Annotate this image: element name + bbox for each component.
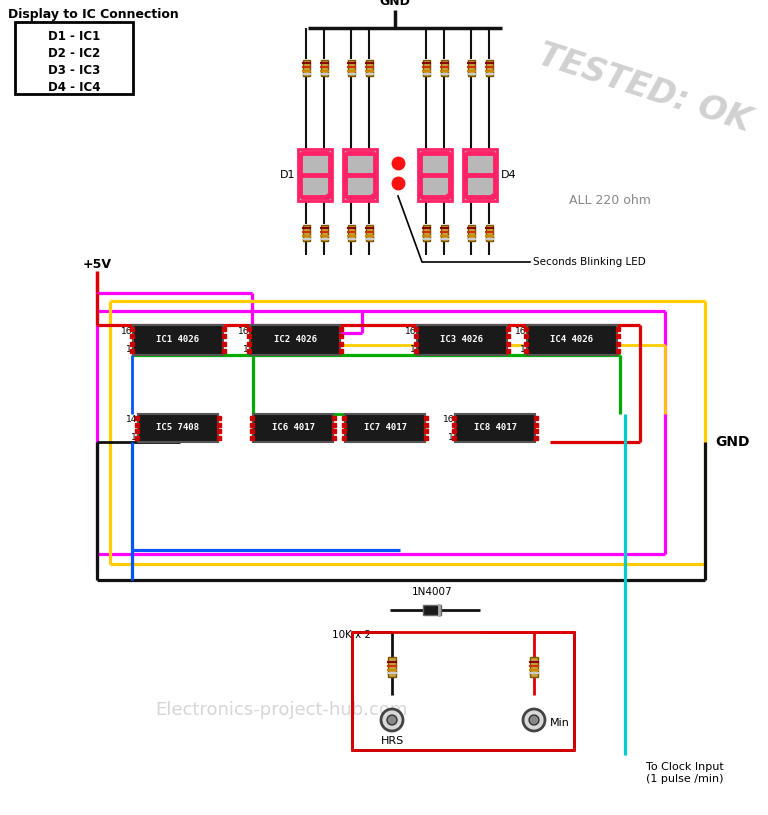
Text: D4: D4	[502, 170, 517, 180]
Text: TESTED: OK: TESTED: OK	[535, 38, 756, 138]
Circle shape	[387, 715, 397, 725]
Text: D2 - IC2: D2 - IC2	[48, 47, 100, 60]
Circle shape	[529, 715, 539, 725]
Text: D4 - IC4: D4 - IC4	[48, 81, 101, 94]
Bar	[485, 225, 492, 241]
Bar	[468, 225, 475, 241]
Bar	[320, 225, 327, 241]
Text: Min: Min	[550, 718, 570, 728]
Bar	[527, 325, 617, 355]
Text: 1: 1	[126, 345, 132, 354]
Text: 16: 16	[121, 327, 132, 336]
Bar	[366, 225, 372, 241]
Text: +5V: +5V	[82, 258, 111, 271]
Text: IC2 4026: IC2 4026	[273, 336, 316, 345]
Circle shape	[523, 709, 545, 731]
Bar	[343, 149, 377, 201]
Text: IC6 4017: IC6 4017	[272, 424, 315, 433]
Bar	[422, 225, 429, 241]
Bar	[345, 414, 425, 442]
Text: Display to IC Connection: Display to IC Connection	[8, 8, 179, 21]
Bar	[15, 22, 133, 94]
Bar	[463, 149, 497, 201]
Bar	[352, 632, 574, 750]
Text: 1: 1	[243, 345, 249, 354]
Text: D1 - IC1: D1 - IC1	[48, 30, 100, 43]
Text: HRS: HRS	[380, 736, 404, 746]
Text: IC4 4026: IC4 4026	[551, 336, 594, 345]
Text: 1N4007: 1N4007	[412, 587, 452, 597]
Bar	[138, 414, 218, 442]
Bar	[133, 325, 223, 355]
Bar	[347, 225, 355, 241]
Text: 16: 16	[515, 327, 526, 336]
Text: 1: 1	[131, 433, 137, 442]
Bar	[388, 657, 396, 677]
Bar	[441, 60, 448, 76]
Text: 16: 16	[442, 415, 454, 424]
Text: IC8 4017: IC8 4017	[474, 424, 517, 433]
Text: IC1 4026: IC1 4026	[157, 336, 200, 345]
Bar	[347, 60, 355, 76]
Bar	[298, 149, 332, 201]
Text: 16: 16	[237, 327, 249, 336]
Bar	[250, 325, 340, 355]
Bar	[418, 149, 452, 201]
Bar	[417, 325, 507, 355]
Text: IC5 7408: IC5 7408	[157, 424, 200, 433]
Bar	[423, 605, 441, 615]
Text: Seconds Blinking LED: Seconds Blinking LED	[533, 257, 646, 267]
Text: To Clock Input
(1 pulse /min): To Clock Input (1 pulse /min)	[646, 762, 724, 783]
Text: D1: D1	[280, 170, 296, 180]
Text: Electronics-project-hub.com: Electronics-project-hub.com	[155, 701, 407, 719]
Text: 1: 1	[410, 345, 416, 354]
Circle shape	[381, 709, 403, 731]
Bar	[303, 225, 310, 241]
Text: 14: 14	[126, 415, 137, 424]
Text: 16: 16	[405, 327, 416, 336]
Text: IC7 4017: IC7 4017	[363, 424, 406, 433]
Bar	[530, 657, 538, 677]
Bar	[455, 414, 535, 442]
Text: 1: 1	[520, 345, 526, 354]
Bar	[485, 60, 492, 76]
Text: GND: GND	[379, 0, 410, 8]
Text: 10K x 2: 10K x 2	[332, 630, 371, 640]
Text: ALL 220 ohm: ALL 220 ohm	[569, 193, 651, 206]
Bar	[422, 60, 429, 76]
Text: 1: 1	[449, 433, 454, 442]
Bar	[320, 60, 327, 76]
Bar	[441, 225, 448, 241]
Text: D3 - IC3: D3 - IC3	[48, 64, 100, 77]
Bar	[468, 60, 475, 76]
Bar	[303, 60, 310, 76]
Text: IC3 4026: IC3 4026	[441, 336, 484, 345]
Text: GND: GND	[715, 435, 750, 449]
Bar	[366, 60, 372, 76]
Bar	[253, 414, 333, 442]
